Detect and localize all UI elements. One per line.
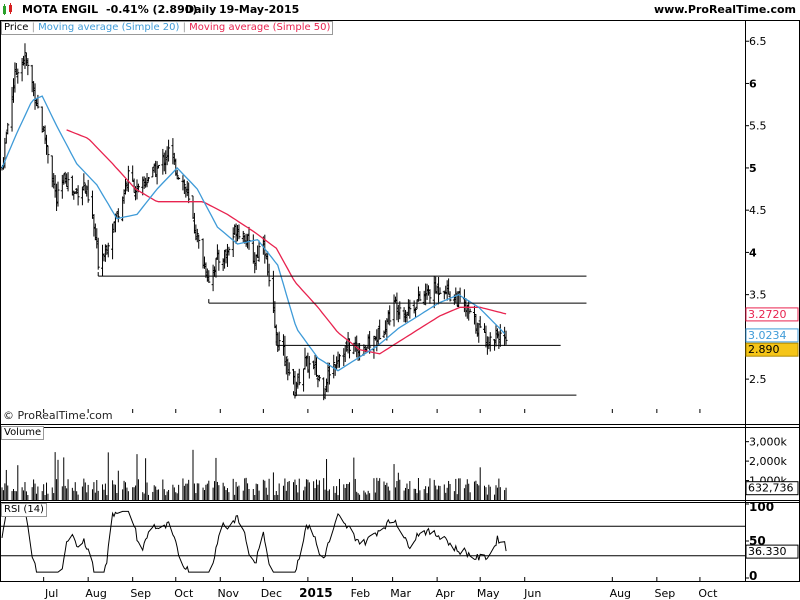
price-panel-frame — [0, 20, 800, 428]
price-label: Price — [4, 22, 29, 33]
x-axis-label: Aug — [85, 587, 106, 600]
ma50-line — [66, 129, 507, 355]
volume-panel-label: Volume — [1, 426, 45, 440]
ma50-legend: Moving average (Simple 50) — [189, 22, 331, 33]
rsi-axis-label: 50 — [749, 534, 766, 548]
last-price-badge: 2.890 — [748, 343, 780, 356]
ma20-legend: Moving average (Simple 20) — [38, 22, 180, 33]
ma20-value-badge: 3.0234 — [748, 329, 787, 342]
x-axis-label: Jun — [523, 587, 541, 600]
x-axis-label: 2015 — [299, 586, 332, 600]
x-axis-label: Dec — [261, 587, 282, 600]
x-axis-label: May — [477, 587, 500, 600]
rsi-value-badge: 36.330 — [748, 545, 787, 558]
rsi-line — [1, 510, 507, 573]
x-axis-label: Nov — [218, 587, 240, 600]
price-axis-label: 3.5 — [749, 289, 767, 302]
candlestick-chart-icon — [3, 3, 12, 15]
x-axis-label: Sep — [130, 587, 151, 600]
volume-axis-label: 2,000k — [749, 455, 787, 468]
price-axis-label: 5 — [749, 162, 757, 175]
price-axis-label: 5.5 — [749, 120, 767, 133]
x-axis-label: Feb — [351, 587, 370, 600]
last-price-badge-box — [745, 342, 799, 357]
price-axis-label: 6.5 — [749, 35, 767, 48]
ma50-value-badge: 3.2720 — [748, 308, 787, 321]
price-panel-legend: Price | Moving average (Simple 20) | Mov… — [1, 21, 334, 35]
x-axis-label: Oct — [174, 587, 194, 600]
volume-axis-label: 3,000k — [749, 436, 787, 449]
price-axis-label: 4 — [749, 246, 757, 259]
price-bars — [0, 43, 508, 500]
period-label: Daily — [185, 3, 217, 16]
x-axis-label: Mar — [390, 587, 411, 600]
price-axis-label: 6 — [749, 77, 757, 90]
price-change: -0.41% (2.890) — [106, 3, 198, 16]
instrument-name: MOTA ENGIL — [22, 3, 99, 16]
copyright-notice: © ProRealTime.com — [3, 409, 113, 422]
site-url[interactable]: www.ProRealTime.com — [653, 3, 796, 16]
rsi-panel-label: RSI (14) — [1, 503, 47, 517]
rsi-axis-label: 100 — [749, 500, 774, 514]
x-axis-label: Oct — [698, 587, 718, 600]
price-axis-label: 2.5 — [749, 373, 767, 386]
title-bar: MOTA ENGIL -0.41% (2.890) Daily 19-May-2… — [0, 0, 800, 20]
chart-canvas[interactable]: 6.565.554.543.532.53,000k2,000k1,000k100… — [0, 20, 800, 600]
ma20-line — [1, 95, 506, 372]
ma50-value-badge-box — [745, 307, 799, 322]
price-axis-label: 4.5 — [749, 204, 767, 217]
volume-value-badge-box — [745, 481, 799, 496]
volume-value-badge: 632,736 — [748, 482, 794, 495]
date-label: 19-May-2015 — [219, 3, 300, 16]
x-axis-label: Aug — [610, 587, 631, 600]
x-axis-label: Sep — [654, 587, 675, 600]
ma20-value-badge-box — [745, 328, 799, 343]
x-axis-label: Apr — [436, 587, 456, 600]
rsi-value-badge-box — [745, 544, 799, 559]
x-axis-label: Jul — [44, 587, 58, 600]
rsi-axis-label: 0 — [749, 569, 757, 583]
